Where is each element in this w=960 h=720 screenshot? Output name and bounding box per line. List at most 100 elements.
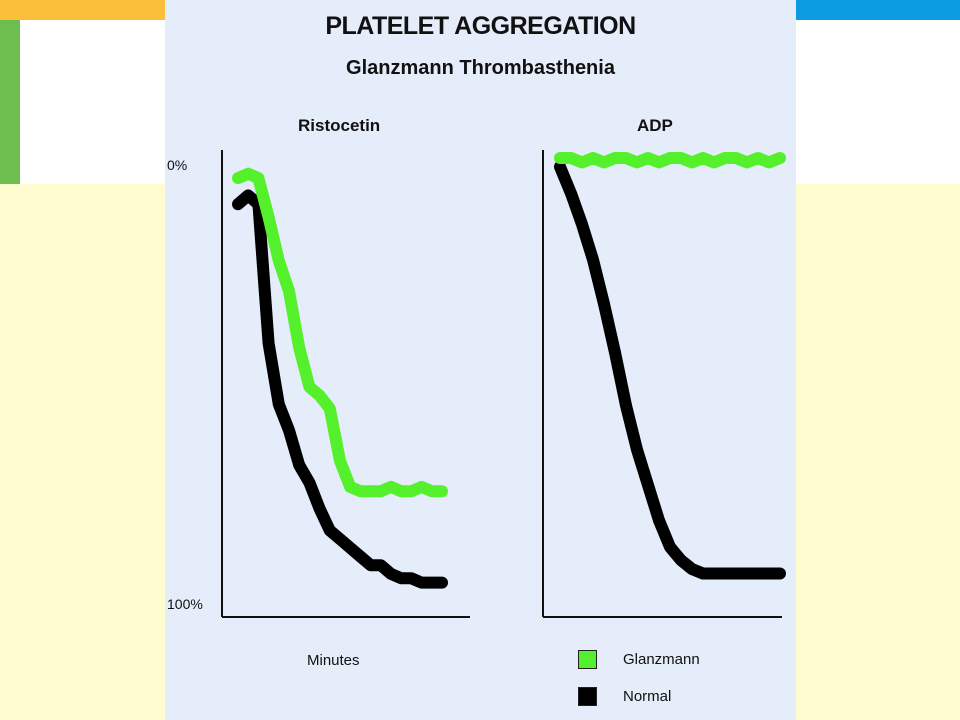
data-point-ristocetin-glanzmann — [365, 486, 376, 497]
data-point-ristocetin-glanzmann — [416, 481, 427, 492]
data-point-ristocetin-normal — [345, 542, 356, 553]
data-point-adp-glanzmann — [709, 157, 719, 168]
data-point-adp-normal — [621, 400, 631, 411]
data-point-ristocetin-normal — [273, 399, 284, 410]
data-point-ristocetin-normal — [233, 199, 243, 210]
data-point-adp-glanzmann — [654, 157, 664, 168]
data-point-ristocetin-normal — [294, 460, 305, 471]
data-point-adp-normal — [599, 298, 609, 309]
data-point-adp-normal — [610, 347, 620, 358]
data-point-ristocetin-glanzmann — [345, 481, 356, 492]
data-point-ristocetin-normal — [396, 573, 407, 584]
data-point-adp-glanzmann — [720, 153, 730, 163]
y-tick-label-100: 100% — [167, 596, 203, 612]
data-point-ristocetin-normal — [335, 534, 345, 545]
panel-title-adp: ADP — [637, 116, 673, 135]
data-point-adp-glanzmann — [753, 153, 763, 163]
slide-right-yellow-panel — [796, 184, 960, 720]
data-point-ristocetin-normal — [386, 568, 396, 579]
slide-right-white-block — [796, 20, 960, 184]
data-point-adp-glanzmann — [632, 157, 642, 168]
data-point-ristocetin-glanzmann — [314, 390, 325, 401]
data-point-adp-normal — [632, 444, 642, 455]
data-point-ristocetin-glanzmann — [233, 173, 243, 184]
slide-left-yellow-panel — [0, 184, 165, 720]
data-point-adp-normal — [654, 515, 664, 526]
data-point-ristocetin-glanzmann — [406, 486, 417, 497]
data-point-ristocetin-normal — [406, 573, 417, 584]
data-point-adp-normal — [731, 568, 741, 579]
chart-subtitle: Glanzmann Thrombasthenia — [346, 57, 615, 79]
data-point-adp-glanzmann — [731, 153, 741, 163]
data-point-ristocetin-glanzmann — [273, 255, 284, 266]
data-point-adp-normal — [676, 555, 686, 566]
data-point-ristocetin-glanzmann — [335, 455, 345, 466]
data-point-adp-glanzmann — [665, 153, 675, 163]
legend-swatch-glanzmann — [578, 650, 597, 669]
data-point-adp-glanzmann — [775, 153, 785, 163]
data-point-adp-normal — [775, 568, 785, 579]
data-point-adp-normal — [709, 568, 719, 579]
data-point-ristocetin-normal — [426, 577, 437, 588]
series-line-ristocetin-normal — [232, 189, 448, 589]
y-tick-label-0: 0% — [167, 157, 188, 173]
data-point-adp-normal — [687, 564, 697, 575]
data-point-ristocetin-normal — [243, 190, 254, 201]
data-point-adp-normal — [588, 254, 598, 265]
data-point-ristocetin-normal — [355, 551, 366, 562]
data-point-adp-glanzmann — [588, 153, 598, 163]
data-point-adp-normal — [764, 568, 774, 579]
data-point-ristocetin-glanzmann — [243, 168, 254, 179]
data-point-ristocetin-normal — [365, 560, 376, 571]
slide-top-blue-bar — [796, 0, 960, 20]
data-point-adp-glanzmann — [566, 153, 576, 163]
data-point-ristocetin-glanzmann — [263, 212, 274, 223]
data-point-ristocetin-normal — [314, 503, 325, 514]
data-point-ristocetin-glanzmann — [324, 403, 335, 414]
legend-label-normal: Normal — [623, 688, 672, 705]
data-point-adp-glanzmann — [698, 153, 708, 163]
data-point-adp-normal — [665, 542, 675, 552]
data-point-ristocetin-normal — [304, 477, 315, 488]
data-point-ristocetin-normal — [324, 525, 335, 536]
data-point-adp-normal — [643, 480, 653, 491]
legend-item-glanzmann: Glanzmann — [578, 650, 700, 669]
data-point-ristocetin-glanzmann — [396, 486, 407, 497]
data-point-ristocetin-normal — [437, 577, 447, 588]
data-point-ristocetin-glanzmann — [304, 381, 315, 392]
x-axis-label: Minutes — [307, 652, 360, 669]
series-line-adp-normal — [554, 160, 786, 580]
data-point-ristocetin-glanzmann — [355, 486, 366, 497]
data-point-adp-glanzmann — [555, 153, 565, 163]
data-point-adp-normal — [577, 219, 587, 230]
legend-label-glanzmann: Glanzmann — [623, 651, 700, 668]
data-point-adp-glanzmann — [687, 157, 697, 168]
data-point-ristocetin-glanzmann — [375, 486, 386, 497]
data-point-ristocetin-normal — [416, 577, 427, 588]
data-point-ristocetin-glanzmann — [386, 481, 396, 492]
data-point-ristocetin-glanzmann — [294, 342, 305, 353]
chart-title: PLATELET AGGREGATION — [325, 12, 636, 40]
data-point-ristocetin-normal — [375, 560, 386, 571]
data-point-adp-glanzmann — [742, 157, 752, 168]
slide-top-orange-bar — [0, 0, 165, 20]
data-point-adp-glanzmann — [676, 153, 686, 163]
data-point-adp-glanzmann — [577, 157, 587, 168]
data-point-adp-normal — [720, 568, 730, 579]
data-point-adp-normal — [566, 188, 576, 199]
data-point-adp-normal — [698, 568, 708, 579]
data-point-adp-normal — [742, 568, 752, 579]
panel-title-ristocetin: Ristocetin — [298, 116, 381, 135]
legend-item-normal: Normal — [578, 687, 671, 706]
data-point-adp-glanzmann — [610, 153, 620, 163]
data-point-ristocetin-normal — [284, 425, 294, 436]
data-point-adp-glanzmann — [764, 157, 774, 168]
data-point-ristocetin-normal — [263, 338, 274, 349]
slide-left-white-block — [20, 20, 165, 184]
data-point-adp-glanzmann — [599, 157, 609, 168]
data-point-adp-normal — [555, 161, 565, 172]
data-point-adp-glanzmann — [643, 153, 653, 163]
data-point-ristocetin-glanzmann — [284, 286, 294, 297]
data-point-adp-normal — [753, 568, 763, 579]
